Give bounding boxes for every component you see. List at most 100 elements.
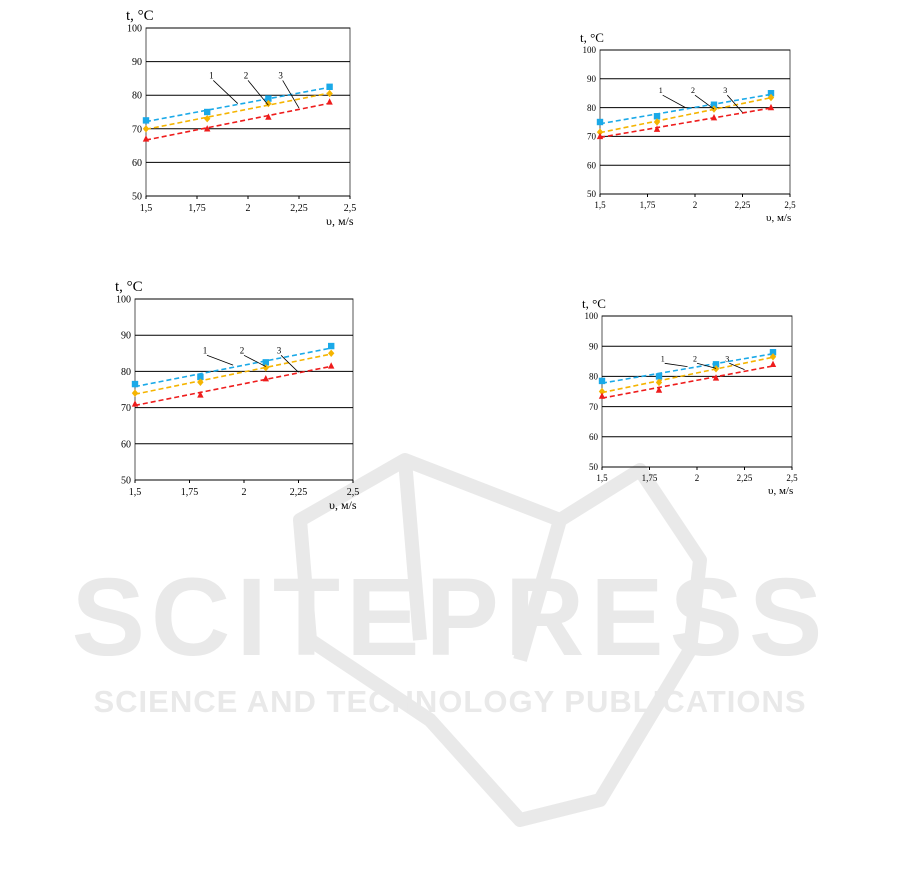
x-tick-label: 2 — [246, 203, 251, 214]
x-tick-label: 1,5 — [129, 487, 142, 498]
curve-label-leader-line — [729, 362, 745, 370]
curve-label-2: 2 — [691, 86, 695, 95]
series-3-point — [710, 113, 718, 121]
series-2-point — [265, 99, 272, 108]
curve-label-leader-line — [247, 80, 269, 106]
x-tick-label: 1,75 — [640, 200, 656, 210]
series-2-point — [655, 378, 663, 387]
plot-frame — [145, 27, 351, 197]
series-2-point — [197, 378, 204, 386]
y-axis-title: t, °C — [115, 279, 143, 295]
x-tick-label: 2,5 — [344, 203, 357, 214]
chart-top-left: 50 60 70 80 90 100 1,5 1,75 2 2,25 2,5 t, °C υ, м/s 1… — [110, 0, 380, 240]
series-2-point — [326, 89, 333, 98]
y-tick-label: 70 — [587, 132, 597, 142]
series-1-point — [142, 117, 150, 124]
x-tick-label: 2,5 — [786, 473, 798, 483]
chart-svg: 50 60 70 80 90 100 1,5 1,75 2 2,25 2,5 t, °C υ, м/s 1… — [582, 296, 798, 497]
chart-svg: 50 60 70 80 90 100 1,5 1,75 2 2,25 2,5 t, °C υ, м/s 1… — [580, 30, 796, 224]
series-1-trend-line — [134, 347, 332, 388]
series-2-point — [142, 125, 150, 133]
x-axis-title: υ, м/s — [768, 485, 793, 497]
curve-label-1: 1 — [209, 70, 214, 80]
y-tick-label: 60 — [589, 432, 599, 442]
curve-label-1: 1 — [661, 354, 665, 363]
series-1-trend-line — [599, 93, 772, 125]
series-3-point — [655, 386, 663, 393]
y-tick-label: 80 — [589, 372, 599, 382]
series-2-trend-line — [599, 96, 772, 134]
y-tick-label: 60 — [587, 160, 597, 170]
series-3-point — [197, 391, 204, 398]
x-tick-label: 1,75 — [188, 203, 206, 214]
y-tick-label: 90 — [132, 57, 142, 68]
series-2-point — [712, 365, 720, 373]
series-1-point — [655, 373, 663, 380]
y-tick-label: 80 — [121, 367, 131, 378]
x-tick-label: 1,75 — [642, 473, 658, 483]
curve-label-leader-line — [662, 94, 686, 108]
series-1-point — [326, 83, 333, 90]
curve-label-3: 3 — [278, 70, 283, 80]
x-axis-title: υ, м/s — [329, 498, 357, 512]
series-3-point — [142, 135, 150, 142]
y-tick-label: 50 — [589, 462, 599, 472]
series-1-trend-line — [601, 352, 774, 384]
series-3-point — [596, 132, 604, 140]
chart-bottom-right: 50 60 70 80 90 100 1,5 1,75 2 2,25 2,5 t, °C υ, м/s 1… — [560, 290, 800, 505]
curve-label-3: 3 — [723, 86, 727, 95]
x-tick-label: 1,5 — [596, 473, 608, 483]
series-1-point — [265, 95, 272, 102]
y-tick-label: 80 — [132, 91, 142, 102]
curve-label-2: 2 — [240, 345, 245, 355]
curve-label-1: 1 — [203, 345, 208, 355]
curve-label-3: 3 — [725, 354, 729, 363]
x-tick-label: 1,75 — [181, 487, 199, 498]
series-3-point — [265, 113, 272, 120]
curve-label-2: 2 — [244, 70, 249, 80]
y-tick-label: 90 — [587, 74, 597, 84]
curve-label-leader-line — [727, 94, 743, 113]
y-axis-title: t, °C — [580, 30, 604, 45]
y-axis-title: t, °C — [582, 296, 606, 311]
series-3-trend-line — [599, 107, 772, 139]
y-tick-label: 60 — [132, 158, 142, 169]
series-2-point — [204, 115, 211, 123]
plot-frame — [134, 298, 354, 481]
x-tick-label: 2,25 — [290, 203, 308, 214]
x-tick-label: 2,25 — [735, 200, 751, 210]
series-3-point — [328, 362, 335, 369]
series-2-trend-line — [601, 356, 774, 394]
y-axis-title: t, °C — [126, 8, 154, 24]
curve-label-leader-line — [282, 80, 300, 109]
series-1-point — [710, 101, 718, 108]
plot-frame — [599, 49, 791, 195]
y-tick-label: 90 — [121, 331, 131, 342]
series-1-point — [262, 359, 269, 366]
series-1-point — [596, 118, 604, 126]
y-tick-label: 70 — [121, 403, 131, 414]
series-3-point — [653, 125, 661, 132]
curve-label-leader-line — [664, 362, 688, 367]
series-1-point — [653, 113, 661, 120]
x-axis-title: υ, м/s — [326, 214, 354, 228]
curve-label-leader-line — [280, 355, 299, 373]
y-tick-label: 100 — [583, 45, 597, 55]
y-tick-label: 70 — [132, 124, 142, 135]
curve-label-leader-line — [206, 354, 234, 366]
x-axis-title: υ, м/s — [766, 212, 791, 224]
series-2-point — [131, 389, 139, 397]
series-3-point — [712, 374, 720, 381]
y-tick-label: 50 — [121, 476, 131, 487]
x-tick-label: 2,25 — [737, 473, 753, 483]
watermark-brand: SCITEPRESS — [72, 556, 829, 679]
x-tick-label: 2,25 — [290, 487, 308, 498]
y-tick-label: 100 — [127, 24, 142, 35]
curve-label-3: 3 — [277, 345, 282, 355]
series-1-point — [598, 377, 606, 385]
y-tick-label: 100 — [585, 311, 599, 321]
x-tick-label: 2,5 — [784, 200, 796, 210]
series-1-trend-line — [145, 86, 330, 123]
x-tick-label: 2,5 — [347, 487, 360, 498]
